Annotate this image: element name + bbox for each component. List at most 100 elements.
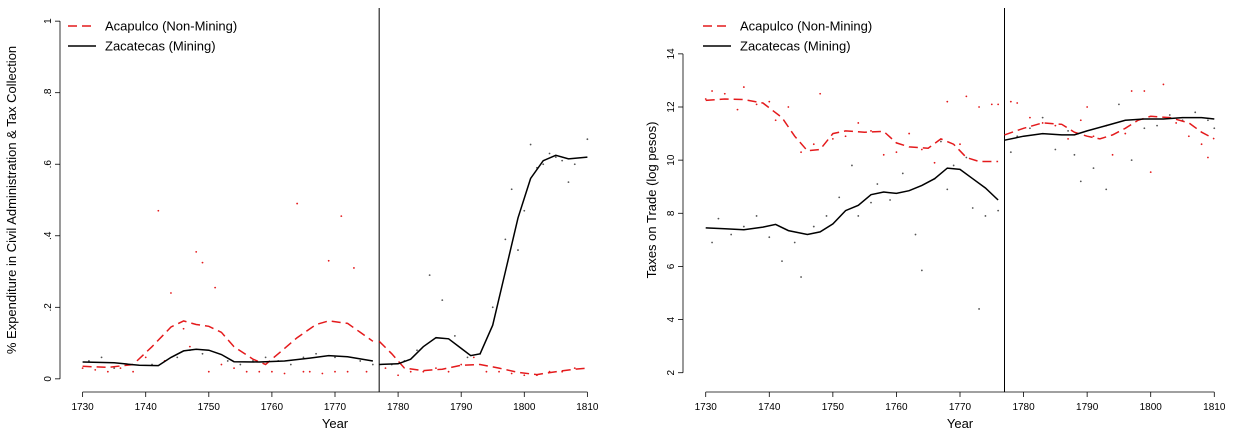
scatter-point-mining xyxy=(978,308,980,310)
scatter-point-non-mining xyxy=(723,92,726,95)
scatter-point-non-mining xyxy=(214,286,217,289)
scatter-point-non-mining xyxy=(485,370,488,373)
scatter-point-non-mining xyxy=(245,370,248,373)
scatter-point-non-mining xyxy=(302,370,305,373)
scatter-point-mining xyxy=(548,152,551,155)
x-tick-label: 1760 xyxy=(885,402,908,413)
scatter-point-mining xyxy=(952,164,955,167)
x-tick-label: 1790 xyxy=(1076,402,1099,413)
scatter-point-non-mining xyxy=(353,267,355,269)
x-tick-label: 1810 xyxy=(576,402,599,413)
scatter-point-mining xyxy=(946,188,949,191)
scatter-point-non-mining xyxy=(990,103,993,106)
legend-label: Acapulco (Non-Mining) xyxy=(105,19,237,34)
y-tick-label: .8 xyxy=(43,88,54,97)
scatter-point-mining xyxy=(1073,153,1076,156)
scatter-point-non-mining xyxy=(1086,106,1089,108)
scatter-point-mining xyxy=(428,274,431,277)
x-tick-label: 1770 xyxy=(949,402,972,413)
scatter-point-non-mining xyxy=(736,108,739,111)
scatter-point-non-mining xyxy=(1143,90,1146,92)
scatter-point-non-mining xyxy=(1041,122,1044,124)
scatter-point-non-mining xyxy=(384,367,387,370)
scatter-point-non-mining xyxy=(1149,171,1152,174)
x-tick-label: 1740 xyxy=(135,402,158,413)
series-line-mining xyxy=(705,167,999,236)
y-tick-label: 6 xyxy=(666,263,677,269)
scatter-point-mining xyxy=(561,159,564,162)
scatter-point-mining xyxy=(889,199,891,201)
scatter-point-non-mining xyxy=(106,370,109,373)
scatter-point-non-mining xyxy=(844,135,847,138)
scatter-point-non-mining xyxy=(195,250,198,253)
scatter-point-non-mining xyxy=(271,370,273,373)
scatter-point-mining xyxy=(113,367,116,370)
series-line-non-mining xyxy=(82,320,374,369)
scatter-point-non-mining xyxy=(978,106,980,108)
scatter-point-non-mining xyxy=(1187,135,1190,138)
scatter-point-mining xyxy=(453,335,456,337)
scatter-point-non-mining xyxy=(460,363,463,366)
scatter-point-mining xyxy=(851,164,853,167)
scatter-point-mining xyxy=(466,356,469,359)
x-tick-label: 1760 xyxy=(261,402,284,413)
scatter-point-mining xyxy=(510,188,513,191)
scatter-point-non-mining xyxy=(774,119,777,122)
y-tick-label: 12 xyxy=(666,101,677,113)
scatter-point-non-mining xyxy=(755,103,758,106)
scatter-point-non-mining xyxy=(1067,137,1069,140)
x-axis-title: Year xyxy=(322,416,349,431)
scatter-point-non-mining xyxy=(308,370,311,373)
scatter-point-mining xyxy=(201,352,204,355)
scatter-point-non-mining xyxy=(895,151,898,154)
scatter-point-non-mining xyxy=(1207,156,1209,159)
scatter-point-non-mining xyxy=(258,370,261,373)
legend-label: Zacatecas (Mining) xyxy=(105,39,216,54)
scatter-point-mining xyxy=(1207,119,1209,122)
scatter-point-non-mining xyxy=(447,370,450,373)
scatter-point-non-mining xyxy=(510,372,513,375)
scatter-point-non-mining xyxy=(523,374,526,377)
scatter-point-mining xyxy=(920,269,923,272)
scatter-point-non-mining xyxy=(857,122,860,124)
scatter-point-mining xyxy=(812,225,815,228)
scatter-point-mining xyxy=(1194,111,1197,114)
y-tick-label: 1 xyxy=(43,18,54,24)
scatter-point-non-mining xyxy=(157,209,160,212)
scatter-point-mining xyxy=(491,306,494,309)
series-line-non-mining xyxy=(705,98,999,163)
scatter-point-mining xyxy=(1143,127,1146,130)
scatter-point-mining xyxy=(554,156,557,158)
scatter-point-mining xyxy=(971,207,974,209)
scatter-point-non-mining xyxy=(472,356,475,359)
scatter-point-mining xyxy=(1067,130,1069,132)
legend-label: Acapulco (Non-Mining) xyxy=(740,19,872,34)
scatter-point-mining xyxy=(264,356,267,359)
scatter-point-non-mining xyxy=(340,215,343,217)
x-tick-label: 1800 xyxy=(1140,402,1163,413)
scatter-point-non-mining xyxy=(94,369,97,371)
scatter-point-mining xyxy=(1105,188,1108,191)
scatter-point-mining xyxy=(334,356,336,359)
scatter-point-mining xyxy=(371,363,374,366)
scatter-point-mining xyxy=(523,209,526,212)
scatter-point-mining xyxy=(1054,148,1057,151)
x-tick-label: 1800 xyxy=(513,402,536,413)
scatter-point-non-mining xyxy=(327,259,330,262)
x-tick-label: 1740 xyxy=(758,402,781,413)
scatter-point-mining xyxy=(800,276,802,278)
x-axis-title: Year xyxy=(947,416,974,431)
series-line-mining xyxy=(379,154,588,366)
scatter-point-non-mining xyxy=(768,100,771,103)
scatter-point-mining xyxy=(567,181,570,184)
scatter-point-non-mining xyxy=(170,292,172,294)
y-tick-label: 10 xyxy=(666,154,677,166)
scatter-point-mining xyxy=(517,249,519,251)
scatter-point-non-mining xyxy=(81,367,84,370)
scatter-point-mining xyxy=(781,260,783,263)
scatter-point-mining xyxy=(1092,167,1095,170)
scatter-point-non-mining xyxy=(144,356,147,359)
scatter-point-non-mining xyxy=(435,367,437,370)
scatter-point-non-mining xyxy=(882,153,885,156)
scatter-point-non-mining xyxy=(321,372,324,375)
